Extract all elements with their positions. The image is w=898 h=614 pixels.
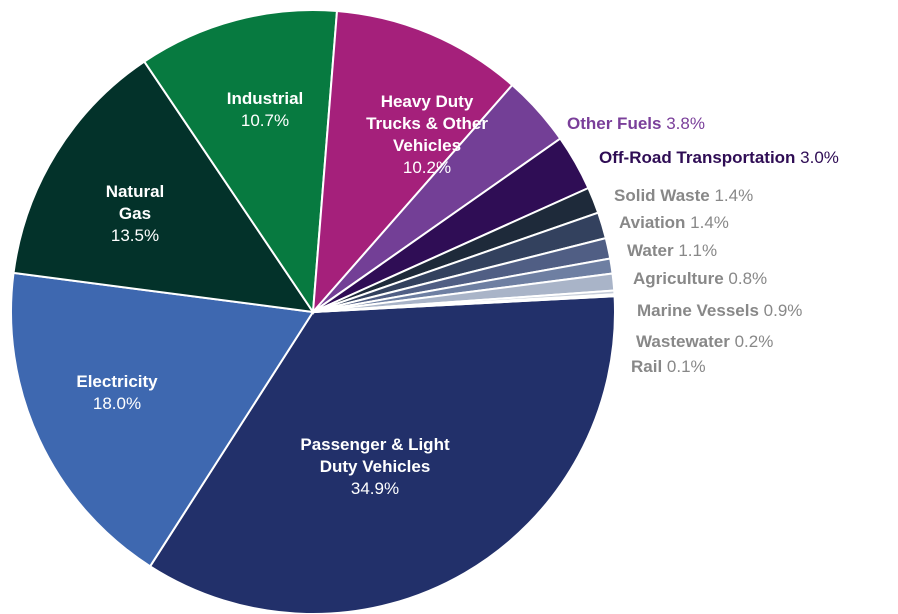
label-line: Natural (106, 182, 165, 201)
label-name: Solid Waste (614, 186, 710, 205)
slice-electricity (10, 271, 315, 568)
label-name: Water (627, 241, 674, 260)
label-passenger-and-light-duty-vehicles: Passenger & Light Duty Vehicles 34.9% (300, 435, 450, 498)
label-percent: 18.0% (93, 394, 141, 413)
label-line: Heavy Duty (381, 92, 474, 111)
label-aviation: Aviation 1.4% (619, 213, 729, 232)
slice-rail (312, 293, 616, 313)
slice-industrial (142, 9, 339, 315)
slice-passenger-and-light-duty-vehicles (148, 295, 617, 614)
label-name: Off-Road Transportation (599, 148, 795, 167)
label-line: Vehicles (393, 136, 461, 155)
label-line: Duty Vehicles (320, 457, 431, 476)
label-percent: 34.9% (351, 479, 399, 498)
label-percent: 3.0% (795, 148, 838, 167)
label-heavy-duty-trucks-and-other-vehicles: Heavy Duty Trucks & Other Vehicles 10.2% (366, 92, 488, 177)
label-industrial: Industrial 10.7% (227, 89, 304, 130)
label-rail: Rail 0.1% (631, 357, 706, 376)
label-percent: 10.2% (403, 158, 451, 177)
label-name: Wastewater (636, 332, 730, 351)
label-line: Gas (119, 204, 151, 223)
label-marine-vessels: Marine Vessels 0.9% (637, 301, 802, 320)
label-percent: 0.9% (759, 301, 802, 320)
label-percent: 13.5% (111, 226, 159, 245)
label-wastewater: Wastewater 0.2% (636, 332, 773, 351)
pie-labels: Passenger & Light Duty Vehicles 34.9% Elect… (76, 89, 839, 498)
label-line: Passenger & Light (300, 435, 450, 454)
slice-natural-gas (12, 60, 316, 314)
label-other-fuels: Other Fuels 3.8% (567, 114, 705, 133)
label-percent: 0.8% (724, 269, 767, 288)
label-natural-gas: Natural Gas 13.5% (106, 182, 165, 245)
label-percent: 10.7% (241, 111, 289, 130)
label-percent: 0.1% (662, 357, 705, 376)
label-percent: 1.1% (674, 241, 717, 260)
label-percent: 1.4% (710, 186, 753, 205)
label-water: Water 1.1% (627, 241, 717, 260)
label-name: Rail (631, 357, 662, 376)
label-off-road-transportation: Off-Road Transportation 3.0% (599, 148, 839, 167)
pie-slices (10, 9, 617, 614)
label-name: Agriculture (633, 269, 724, 288)
label-percent: 1.4% (685, 213, 728, 232)
label-percent: 3.8% (661, 114, 704, 133)
label-percent: 0.2% (730, 332, 773, 351)
slice-heavy-duty-trucks-and-other-vehicles (311, 9, 514, 315)
label-name: Aviation (619, 213, 685, 232)
label-line: Electricity (76, 372, 158, 391)
label-name: Other Fuels (567, 114, 661, 133)
label-solid-waste: Solid Waste 1.4% (614, 186, 753, 205)
label-line: Industrial (227, 89, 304, 108)
label-name: Marine Vessels (637, 301, 759, 320)
label-line: Trucks & Other (366, 114, 488, 133)
label-electricity: Electricity 18.0% (76, 372, 158, 413)
label-agriculture: Agriculture 0.8% (633, 269, 767, 288)
